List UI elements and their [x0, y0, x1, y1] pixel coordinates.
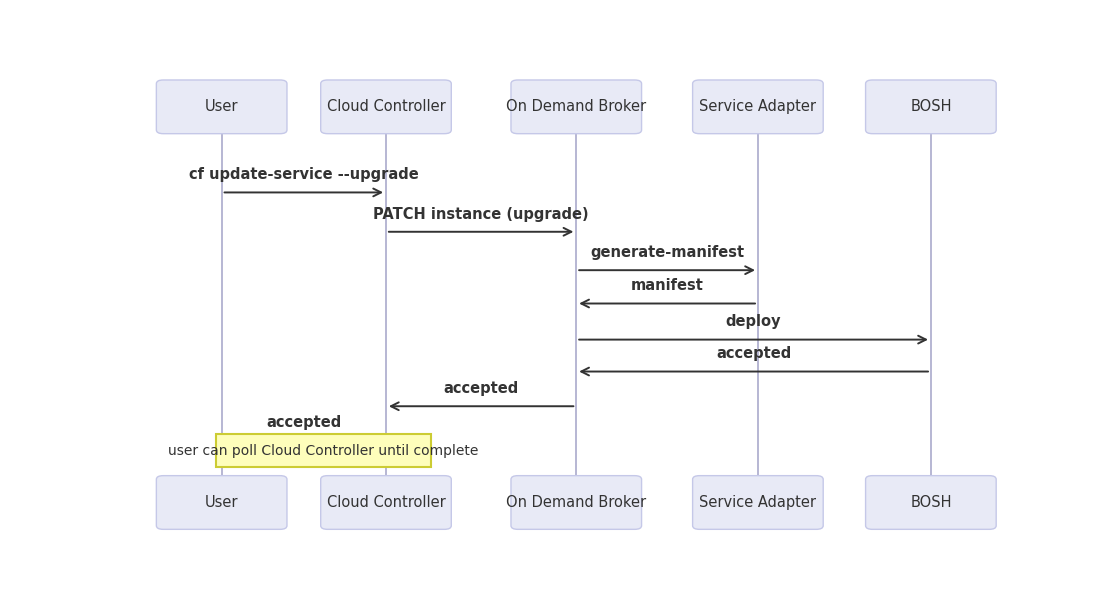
- Text: accepted: accepted: [267, 415, 341, 430]
- FancyBboxPatch shape: [320, 475, 451, 529]
- FancyBboxPatch shape: [156, 80, 287, 133]
- Text: User: User: [205, 99, 239, 114]
- Text: BOSH: BOSH: [911, 99, 952, 114]
- Text: PATCH instance (upgrade): PATCH instance (upgrade): [374, 207, 589, 222]
- FancyBboxPatch shape: [156, 475, 287, 529]
- FancyBboxPatch shape: [215, 434, 431, 468]
- FancyBboxPatch shape: [866, 80, 997, 133]
- Text: manifest: manifest: [631, 278, 703, 293]
- Text: Cloud Controller: Cloud Controller: [327, 495, 445, 510]
- Text: accepted: accepted: [716, 346, 791, 361]
- Text: user can poll Cloud Controller until complete: user can poll Cloud Controller until com…: [169, 444, 479, 458]
- FancyBboxPatch shape: [866, 475, 997, 529]
- FancyBboxPatch shape: [320, 80, 451, 133]
- Text: User: User: [205, 495, 239, 510]
- Text: accepted: accepted: [443, 381, 519, 396]
- Text: Service Adapter: Service Adapter: [700, 495, 817, 510]
- FancyBboxPatch shape: [693, 80, 824, 133]
- Text: Cloud Controller: Cloud Controller: [327, 99, 445, 114]
- FancyBboxPatch shape: [693, 475, 824, 529]
- Text: deploy: deploy: [725, 314, 781, 329]
- Text: Service Adapter: Service Adapter: [700, 99, 817, 114]
- FancyBboxPatch shape: [511, 475, 642, 529]
- Text: On Demand Broker: On Demand Broker: [507, 99, 646, 114]
- Text: generate-manifest: generate-manifest: [590, 245, 744, 260]
- Text: cf update-service --upgrade: cf update-service --upgrade: [189, 167, 418, 182]
- Text: On Demand Broker: On Demand Broker: [507, 495, 646, 510]
- Text: BOSH: BOSH: [911, 495, 952, 510]
- FancyBboxPatch shape: [511, 80, 642, 133]
